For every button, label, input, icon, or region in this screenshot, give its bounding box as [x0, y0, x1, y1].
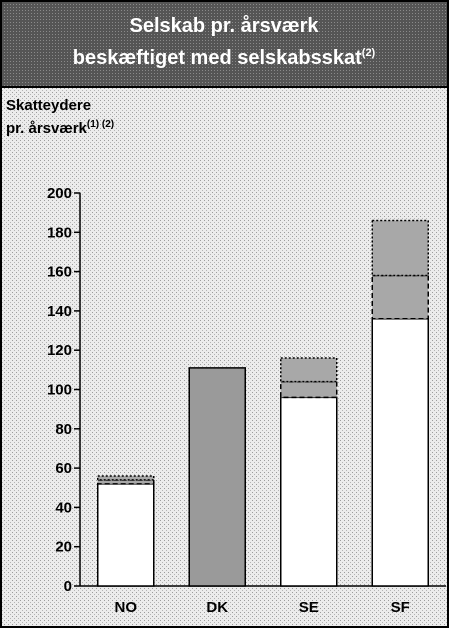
y-tick-label: 80 [55, 421, 72, 438]
y-tick-label: 40 [55, 499, 72, 516]
title-box [0, 0, 449, 88]
y-tick-label: 20 [55, 539, 72, 556]
bar-segment [280, 357, 338, 383]
bar-segment [280, 396, 338, 587]
y-axis-label: pr. årsværk(1) (2) [6, 119, 114, 137]
x-tick-label: SE [299, 599, 319, 616]
bar-segment [371, 274, 429, 320]
y-tick-label: 100 [47, 382, 72, 399]
y-label-line: pr. årsværk [6, 120, 88, 137]
y-tick-label: 160 [47, 264, 72, 281]
y-tick-label: 180 [47, 224, 72, 241]
y-tick-label: 120 [47, 342, 72, 359]
y-tick-label: 60 [55, 460, 72, 477]
y-tick-label: 200 [47, 185, 72, 202]
bar-segment [371, 219, 429, 277]
bar-segment [280, 380, 338, 399]
y-axis-label: Skatteydere [6, 97, 91, 114]
bar-segment [97, 483, 155, 587]
x-tick-label: DK [206, 599, 228, 616]
bar-segment [188, 367, 246, 587]
x-tick-label: SF [391, 599, 410, 616]
title-line: Selskab pr. årsværk [129, 14, 319, 37]
x-tick-label: NO [115, 599, 138, 616]
bar-segment [97, 479, 155, 485]
chart-title: Selskab pr. årsværk [129, 14, 319, 37]
y-label-line: Skatteydere [6, 97, 91, 114]
title-superscript: (2) [362, 47, 376, 59]
y-tick-label: 0 [64, 578, 72, 595]
y-tick-label: 140 [47, 303, 72, 320]
chart-title: beskæftiget med selskabsskat(2) [73, 47, 376, 69]
bar-segment [371, 318, 429, 587]
title-line: beskæftiget med selskabsskat [73, 47, 362, 69]
bar-segment [97, 475, 155, 481]
y-label-superscript: (1) (2) [87, 119, 114, 130]
